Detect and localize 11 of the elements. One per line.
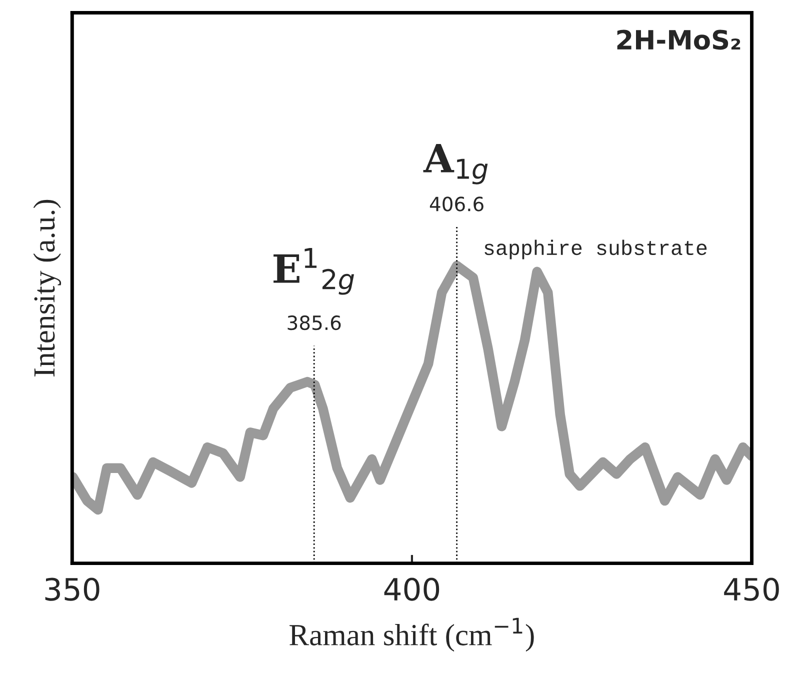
x-tick-label: 350 (45, 578, 100, 601)
text: sapphire substrate (484, 240, 707, 260)
annotation: E$^{1}$$_{2g}$ (274, 248, 354, 295)
text: A$_{1g}$ (423, 144, 488, 184)
ref-line-label: 385.6 (288, 315, 341, 330)
y-axis-title: Intensity (a.u.) (33, 200, 62, 376)
ref-line-label: 406.6 (430, 196, 484, 212)
chart-title: 2H-MoS₂ (617, 30, 740, 50)
x-axis-title: Raman shift (cm$^{−1}$) (290, 618, 534, 652)
x-tick-label: 450 (724, 578, 779, 601)
x-tick-label: 400 (384, 578, 440, 601)
